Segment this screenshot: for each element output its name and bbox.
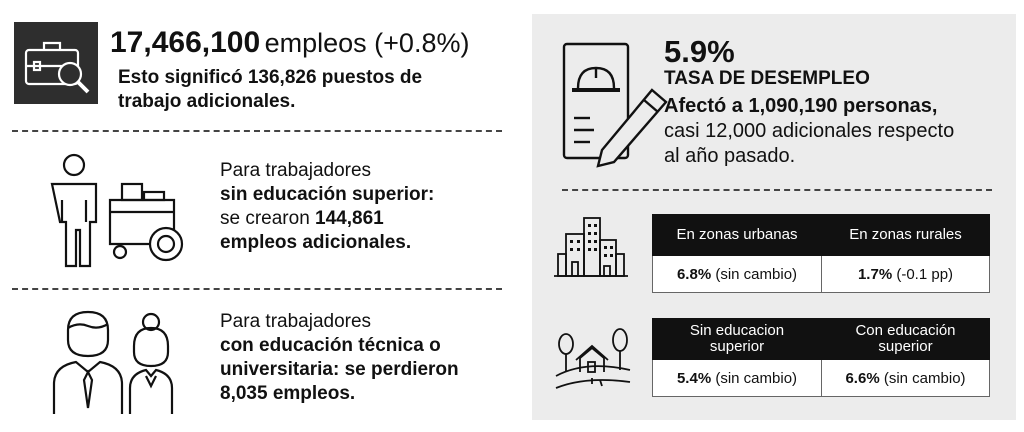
employment-unit: empleos (+0.8%) (264, 28, 470, 58)
text-line: Para trabajadores (220, 311, 372, 332)
briefcase-search-icon (14, 22, 98, 104)
text-line: se crearon 144,861 (220, 207, 434, 231)
employment-subtext-line: Esto significó 136,826 puestos de (118, 67, 423, 88)
edu-header-no-higher: Sin educacion superior (652, 318, 822, 360)
employment-number: 17,466,100 (110, 26, 261, 59)
desc-line: casi 12,000 adicionales respecto (664, 120, 955, 142)
cell-value: 1.7% (857, 265, 893, 283)
jobs-created-number: 144,861 (315, 208, 384, 229)
divider (12, 130, 502, 132)
text-line-bold: empleos adicionales. (220, 232, 412, 253)
header-line: superior (709, 338, 765, 355)
text-line: Para trabajadores (220, 160, 372, 181)
professionals-icon (48, 306, 188, 416)
zones-header-rural: En zonas rurales (821, 214, 990, 256)
header-line: Sin educacion (689, 322, 785, 339)
unemployment-rate-label: TASA DE DESEMPLEO (664, 68, 870, 89)
text-normal: se crearon (220, 208, 316, 229)
cell-value: 6.6% (845, 369, 880, 387)
text-line-bold: con educación técnica o (220, 335, 441, 356)
zones-cell-rural: 1.7% (-0.1 pp) (821, 255, 990, 293)
desc-line-bold: Afectó a 1,090,190 personas, (664, 95, 938, 117)
cell-note: (sin cambio) (879, 369, 966, 387)
higher-ed-text: Para trabajadores con educación técnica … (220, 310, 459, 406)
unemployment-rate: 5.9% (664, 34, 735, 69)
rural-house-icon (552, 326, 634, 394)
divider (12, 288, 502, 290)
desc-line: al año pasado. (664, 145, 796, 167)
cell-value: 5.4% (676, 369, 712, 387)
document-helmet-pen-icon (560, 38, 670, 174)
divider (562, 189, 992, 191)
text-line-bold: sin educación superior: (220, 184, 435, 205)
unemployment-panel: 5.9% TASA DE DESEMPLEO Afectó a 1,090,19… (532, 14, 1016, 420)
zones-cell-urban: 6.8% (sin cambio) (652, 255, 822, 293)
text-line-bold: universitaria: se perdieron (220, 359, 459, 380)
employment-headline: 17,466,100 empleos (+0.8%) (110, 26, 469, 60)
cell-note: (sin cambio) (711, 369, 798, 387)
cell-note: (-0.1 pp) (892, 265, 954, 283)
edu-cell-higher: 6.6% (sin cambio) (821, 359, 990, 397)
employment-subtext: Esto significó 136,826 puestos de trabaj… (118, 66, 422, 114)
text-line-bold: 8,035 empleos. (220, 383, 356, 404)
header-line: superior (878, 338, 933, 355)
unemployment-description: Afectó a 1,090,190 personas, casi 12,000… (664, 94, 954, 169)
worker-with-cart-icon (40, 150, 190, 270)
zones-header-urban: En zonas urbanas (652, 214, 822, 256)
edu-header-higher: Con educación superior (821, 318, 990, 360)
cell-note: (sin cambio) (711, 265, 798, 283)
cell-value: 6.8% (676, 265, 712, 283)
no-higher-ed-text: Para trabajadores sin educación superior… (220, 159, 434, 255)
education-table: Sin educacion superior Con educación sup… (652, 318, 990, 397)
employment-subtext-line: trabajo adicionales. (118, 91, 296, 112)
edu-cell-no-higher: 5.4% (sin cambio) (652, 359, 822, 397)
zones-table: En zonas urbanas En zonas rurales 6.8% (… (652, 214, 990, 293)
header-line: Con educación (855, 322, 956, 339)
city-buildings-icon (552, 214, 630, 284)
